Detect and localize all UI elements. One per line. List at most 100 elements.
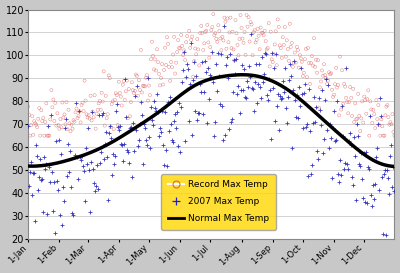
- Point: [60, 115, 67, 120]
- Point: [173, 126, 179, 130]
- Point: [40, 116, 46, 120]
- Point: [175, 144, 181, 148]
- Point: [88, 160, 94, 164]
- Point: [384, 103, 391, 107]
- Point: [123, 115, 129, 119]
- Point: [293, 60, 299, 65]
- Point: [222, 133, 229, 138]
- Point: [300, 126, 306, 130]
- Point: [34, 125, 40, 129]
- Point: [88, 118, 95, 123]
- Point: [324, 127, 330, 132]
- Point: [341, 167, 347, 171]
- Point: [29, 192, 36, 197]
- Point: [378, 114, 384, 118]
- Point: [202, 59, 208, 63]
- Point: [206, 55, 212, 60]
- Point: [229, 29, 236, 34]
- Point: [178, 33, 184, 37]
- Point: [322, 98, 328, 102]
- Point: [347, 85, 353, 89]
- Point: [357, 129, 364, 133]
- Point: [317, 85, 323, 90]
- Point: [67, 129, 74, 133]
- Point: [41, 155, 48, 159]
- Point: [364, 201, 370, 205]
- Point: [280, 43, 287, 47]
- Point: [228, 46, 235, 50]
- Point: [78, 154, 85, 158]
- Point: [266, 88, 273, 93]
- Point: [387, 153, 394, 158]
- Point: [298, 66, 304, 71]
- Point: [295, 48, 301, 52]
- Point: [297, 53, 303, 57]
- Point: [59, 223, 66, 228]
- Point: [218, 48, 224, 52]
- Point: [389, 184, 396, 189]
- Point: [45, 124, 52, 128]
- Point: [96, 112, 102, 117]
- Point: [217, 102, 224, 106]
- Point: [244, 25, 251, 29]
- Point: [41, 133, 48, 138]
- Point: [318, 123, 324, 128]
- Point: [163, 148, 169, 152]
- Point: [384, 168, 391, 173]
- Point: [380, 232, 386, 237]
- Point: [72, 110, 79, 115]
- Point: [37, 133, 44, 138]
- Point: [375, 103, 382, 107]
- Point: [327, 72, 333, 76]
- Point: [195, 111, 202, 115]
- Point: [122, 98, 128, 102]
- Point: [100, 111, 106, 115]
- Point: [231, 58, 238, 63]
- Point: [225, 40, 232, 44]
- Point: [231, 58, 238, 63]
- Point: [270, 52, 277, 57]
- Point: [331, 108, 337, 113]
- Point: [303, 124, 309, 129]
- Point: [94, 108, 101, 112]
- Point: [313, 57, 319, 62]
- Point: [62, 125, 69, 130]
- Point: [344, 100, 350, 104]
- Point: [142, 126, 148, 130]
- Point: [306, 61, 312, 65]
- Point: [332, 82, 338, 87]
- Point: [38, 177, 44, 182]
- Point: [114, 102, 120, 106]
- Point: [225, 76, 232, 81]
- Point: [237, 88, 244, 93]
- Point: [96, 101, 102, 106]
- Point: [343, 96, 349, 100]
- Point: [135, 144, 141, 148]
- Point: [185, 87, 191, 91]
- Point: [79, 100, 86, 105]
- Point: [240, 40, 247, 45]
- Point: [266, 64, 273, 69]
- Point: [144, 143, 150, 147]
- Point: [151, 67, 157, 72]
- Point: [308, 61, 314, 65]
- Point: [98, 113, 105, 117]
- Point: [62, 122, 69, 126]
- Point: [268, 57, 275, 61]
- Point: [37, 156, 44, 161]
- Point: [280, 90, 287, 94]
- Point: [260, 72, 267, 76]
- Point: [76, 109, 83, 114]
- Point: [186, 119, 192, 123]
- Point: [366, 166, 372, 171]
- Point: [53, 123, 60, 128]
- Point: [334, 85, 340, 90]
- Point: [58, 125, 65, 129]
- Point: [128, 124, 134, 129]
- Point: [274, 63, 280, 67]
- Point: [203, 70, 210, 74]
- Point: [27, 170, 34, 174]
- Point: [278, 56, 285, 60]
- Point: [169, 65, 175, 69]
- Point: [161, 163, 167, 168]
